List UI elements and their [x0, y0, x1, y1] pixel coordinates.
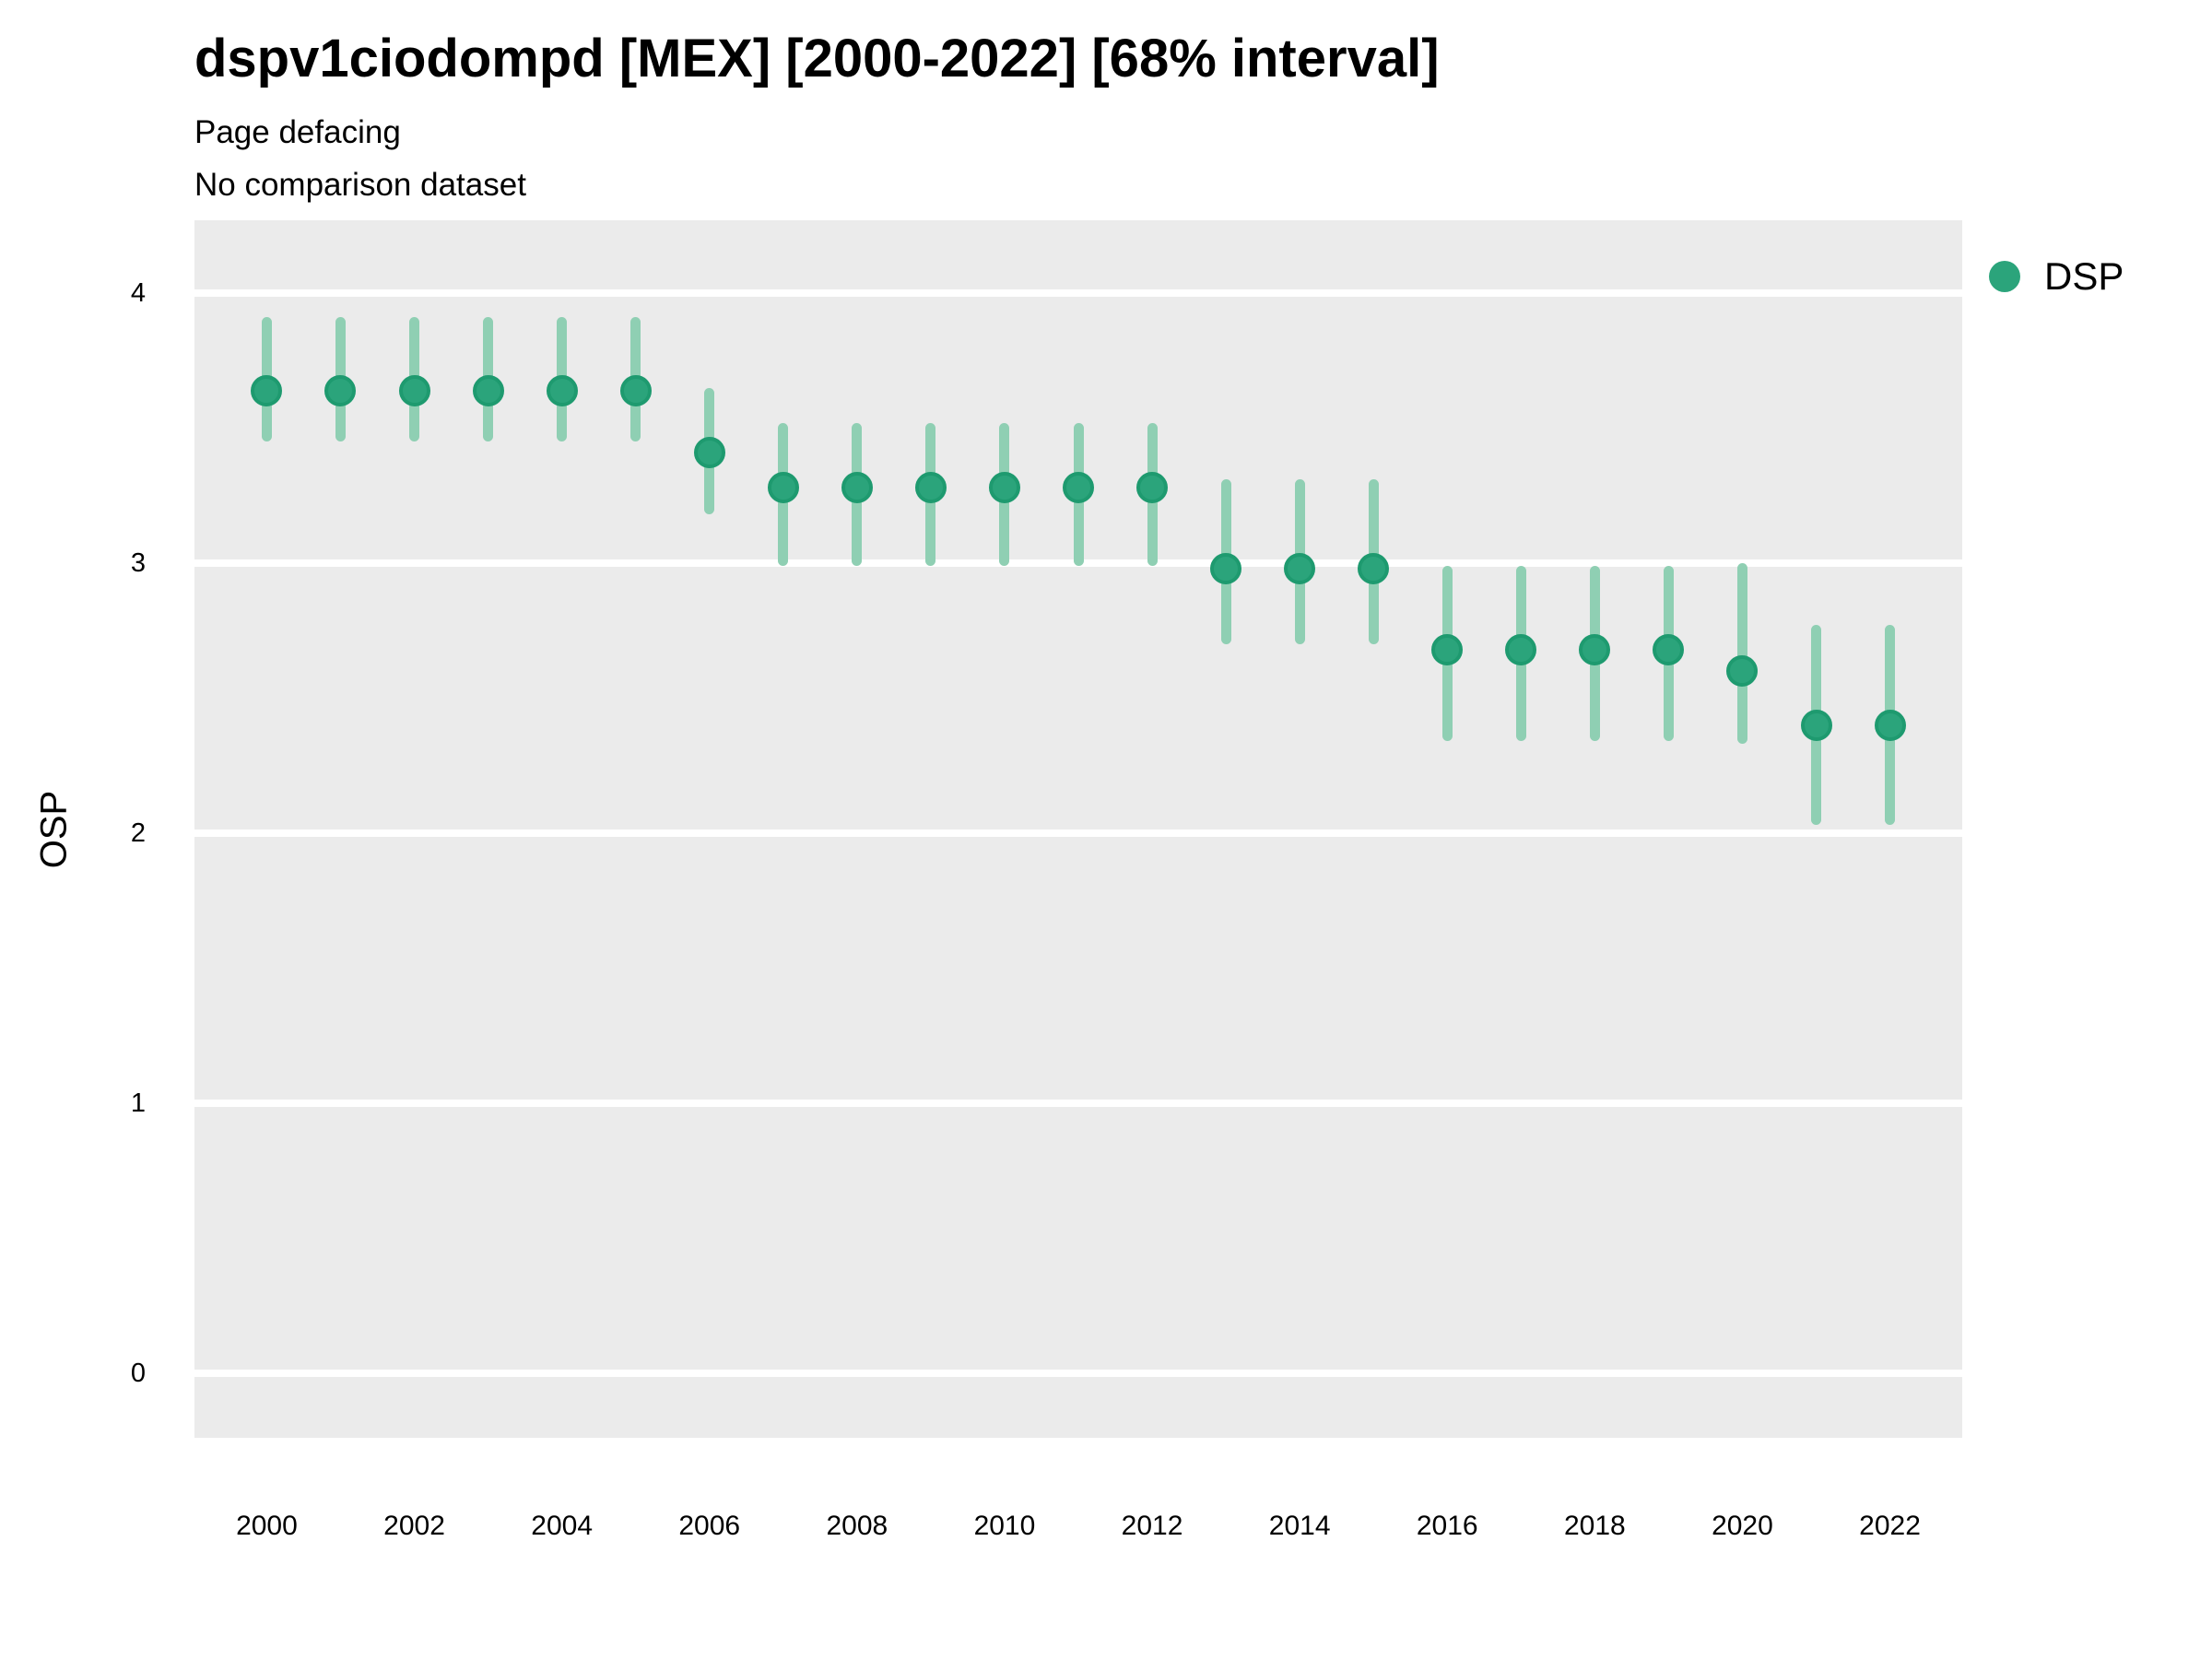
data-point-2009	[914, 471, 947, 503]
data-point-2008	[841, 471, 873, 503]
x-tick-2000: 2000	[236, 1511, 298, 1541]
data-point-2019	[1653, 633, 1685, 665]
data-point-2011	[1063, 471, 1094, 503]
x-tick-2004: 2004	[531, 1511, 594, 1541]
chart-subtitle-line2: No comparison dataset	[194, 167, 526, 203]
data-point-2014	[1284, 552, 1316, 584]
y-tick-1: 1	[130, 1088, 146, 1118]
data-point-2020	[1726, 655, 1759, 688]
y-tick-3: 3	[130, 547, 146, 578]
interval-bar-2020	[1736, 562, 1747, 745]
data-point-2003	[472, 374, 504, 406]
data-point-2000	[251, 374, 283, 406]
x-tick-2008: 2008	[826, 1511, 888, 1541]
gridline-y-4	[194, 289, 1962, 298]
x-tick-2020: 2020	[1712, 1511, 1773, 1541]
data-point-2006	[693, 436, 725, 468]
data-point-2007	[767, 471, 799, 503]
y-tick-4: 4	[130, 278, 146, 309]
data-point-2002	[398, 374, 430, 406]
data-point-2021	[1800, 709, 1832, 741]
x-tick-2012: 2012	[1121, 1511, 1183, 1541]
y-tick-2: 2	[130, 818, 146, 848]
data-point-2001	[324, 374, 357, 406]
data-point-2017	[1505, 633, 1537, 665]
data-point-2012	[1136, 471, 1169, 503]
data-point-2004	[546, 374, 578, 406]
data-point-2010	[988, 471, 1020, 503]
x-tick-2018: 2018	[1563, 1511, 1626, 1541]
data-point-2005	[619, 374, 652, 406]
x-tick-2006: 2006	[678, 1511, 741, 1541]
legend-label: DSP	[2044, 254, 2124, 298]
plot-panel	[194, 220, 1962, 1438]
chart-title: dspv1ciodompd [MEX] [2000-2022] [68% int…	[194, 29, 1440, 88]
x-tick-2014: 2014	[1268, 1511, 1331, 1541]
gridline-y-2	[194, 829, 1962, 837]
data-point-2016	[1431, 633, 1464, 665]
x-tick-2016: 2016	[1416, 1511, 1478, 1541]
data-point-2018	[1579, 633, 1611, 665]
gridline-y-0	[194, 1369, 1962, 1377]
gridline-y-1	[194, 1099, 1962, 1107]
data-point-2013	[1210, 552, 1242, 584]
chart-subtitle: Page defacing	[194, 114, 401, 150]
y-axis-title: OSP	[33, 790, 75, 869]
x-tick-2010: 2010	[973, 1511, 1036, 1541]
y-tick-0: 0	[130, 1358, 146, 1388]
x-tick-2022: 2022	[1859, 1511, 1921, 1541]
data-point-2015	[1358, 552, 1390, 584]
x-tick-2002: 2002	[383, 1511, 445, 1541]
legend: DSP	[1989, 251, 2124, 302]
data-point-2022	[1874, 709, 1906, 741]
legend-point-icon	[1989, 261, 2020, 292]
